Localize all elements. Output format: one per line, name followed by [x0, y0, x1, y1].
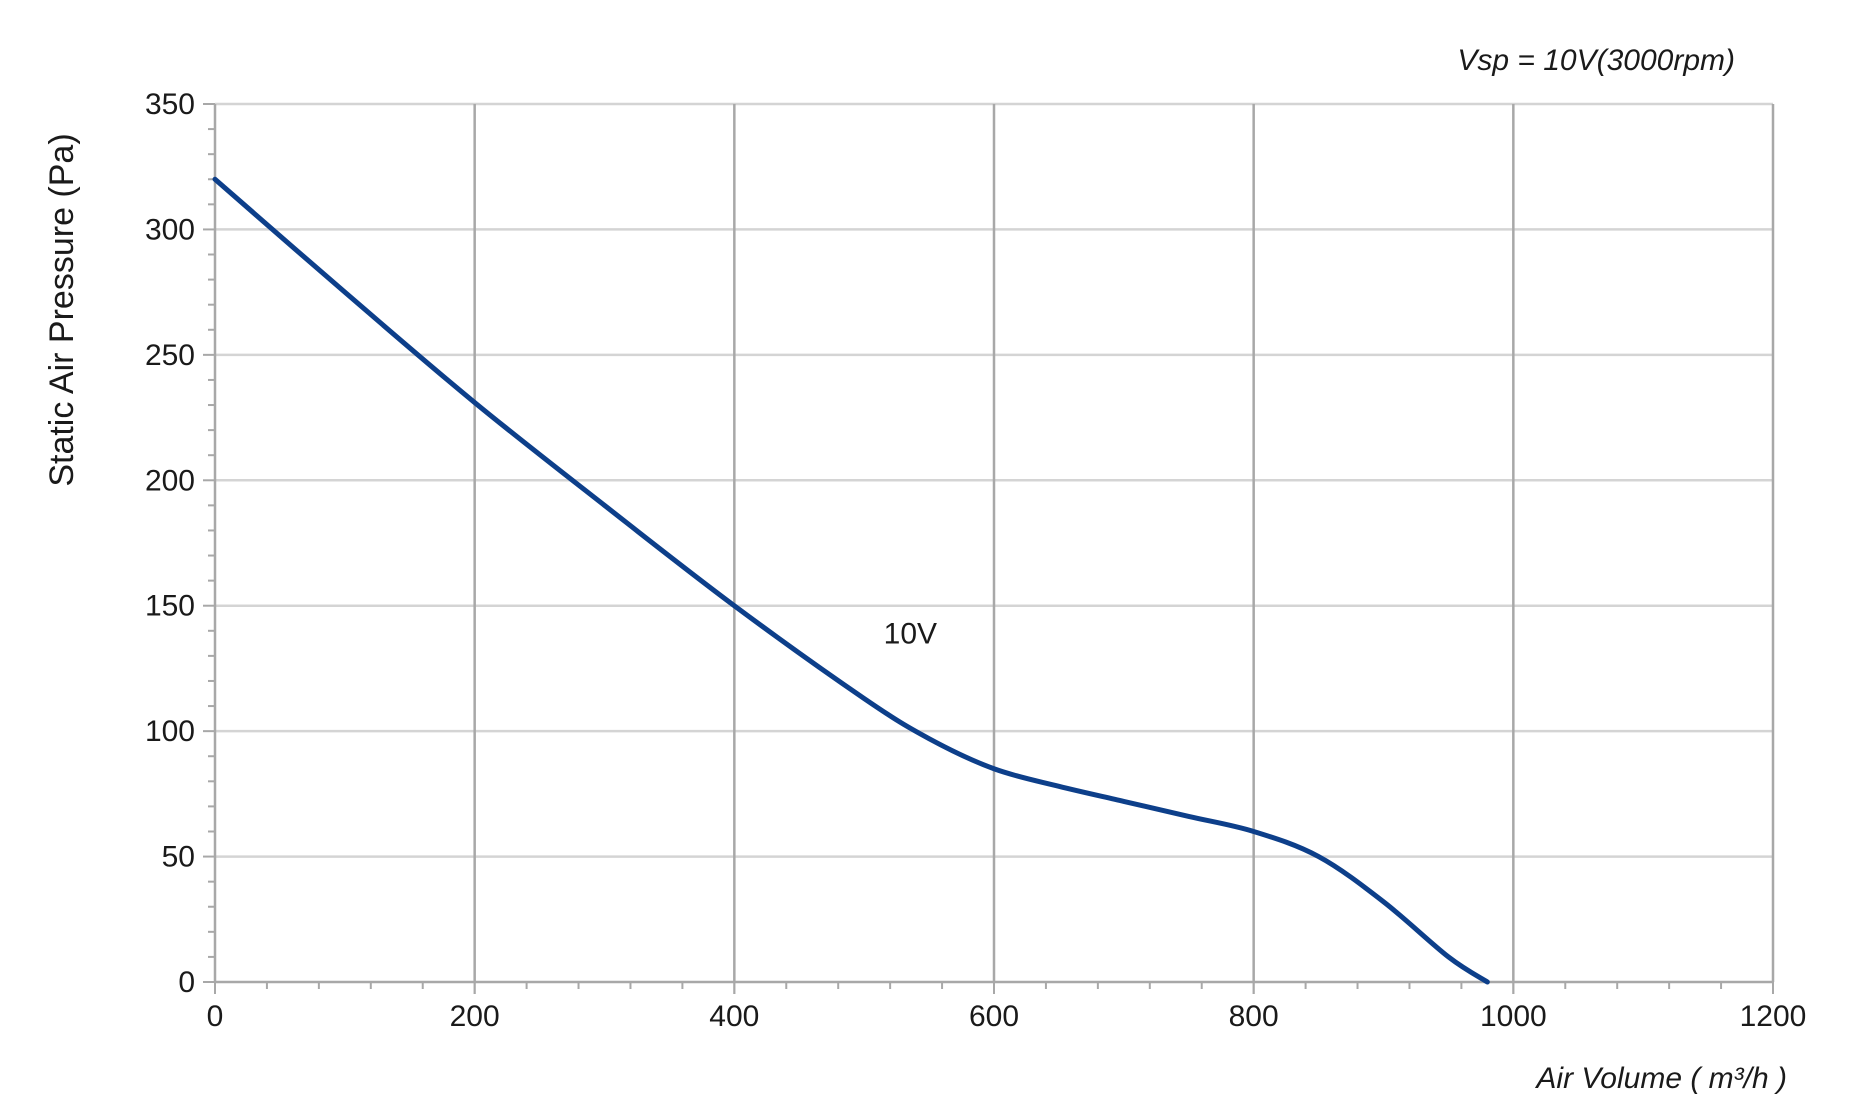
minor-ticks	[203, 103, 1774, 994]
y-tick-label: 50	[162, 841, 195, 874]
y-tick-label: 200	[145, 464, 195, 497]
x-tick-label: 200	[450, 1000, 500, 1033]
y-tick-label: 100	[145, 715, 195, 748]
chart-title: Vsp = 10V(3000rpm)	[1457, 44, 1735, 77]
x-tick-label: 1000	[1480, 1000, 1547, 1033]
x-tick-label: 600	[969, 1000, 1019, 1033]
x-tick-label: 0	[207, 1000, 224, 1033]
y-tick-label: 150	[145, 590, 195, 623]
x-tick-label: 800	[1229, 1000, 1279, 1033]
x-axis-title: Air Volume ( m³/h )	[1534, 1062, 1787, 1095]
y-tick-label: 300	[145, 213, 195, 246]
grid-lines	[215, 102, 1775, 982]
y-axis-title: Static Air Pressure (Pa)	[43, 133, 81, 486]
x-tick-label: 400	[709, 1000, 759, 1033]
x-tick-label: 1200	[1740, 1000, 1807, 1033]
annotations: 10V	[884, 617, 937, 650]
y-tick-label: 350	[145, 88, 195, 121]
curve-label: 10V	[884, 617, 937, 650]
y-tick-label: 250	[145, 339, 195, 372]
y-tick-label: 0	[178, 966, 195, 999]
axes	[213, 104, 1773, 984]
series-line-10v	[212, 176, 1490, 985]
series-layer	[212, 176, 1490, 985]
tick-labels: 0 200 400 600 800 1000 1200 0 50 100 150 200 250 300 3…	[145, 88, 1806, 1033]
